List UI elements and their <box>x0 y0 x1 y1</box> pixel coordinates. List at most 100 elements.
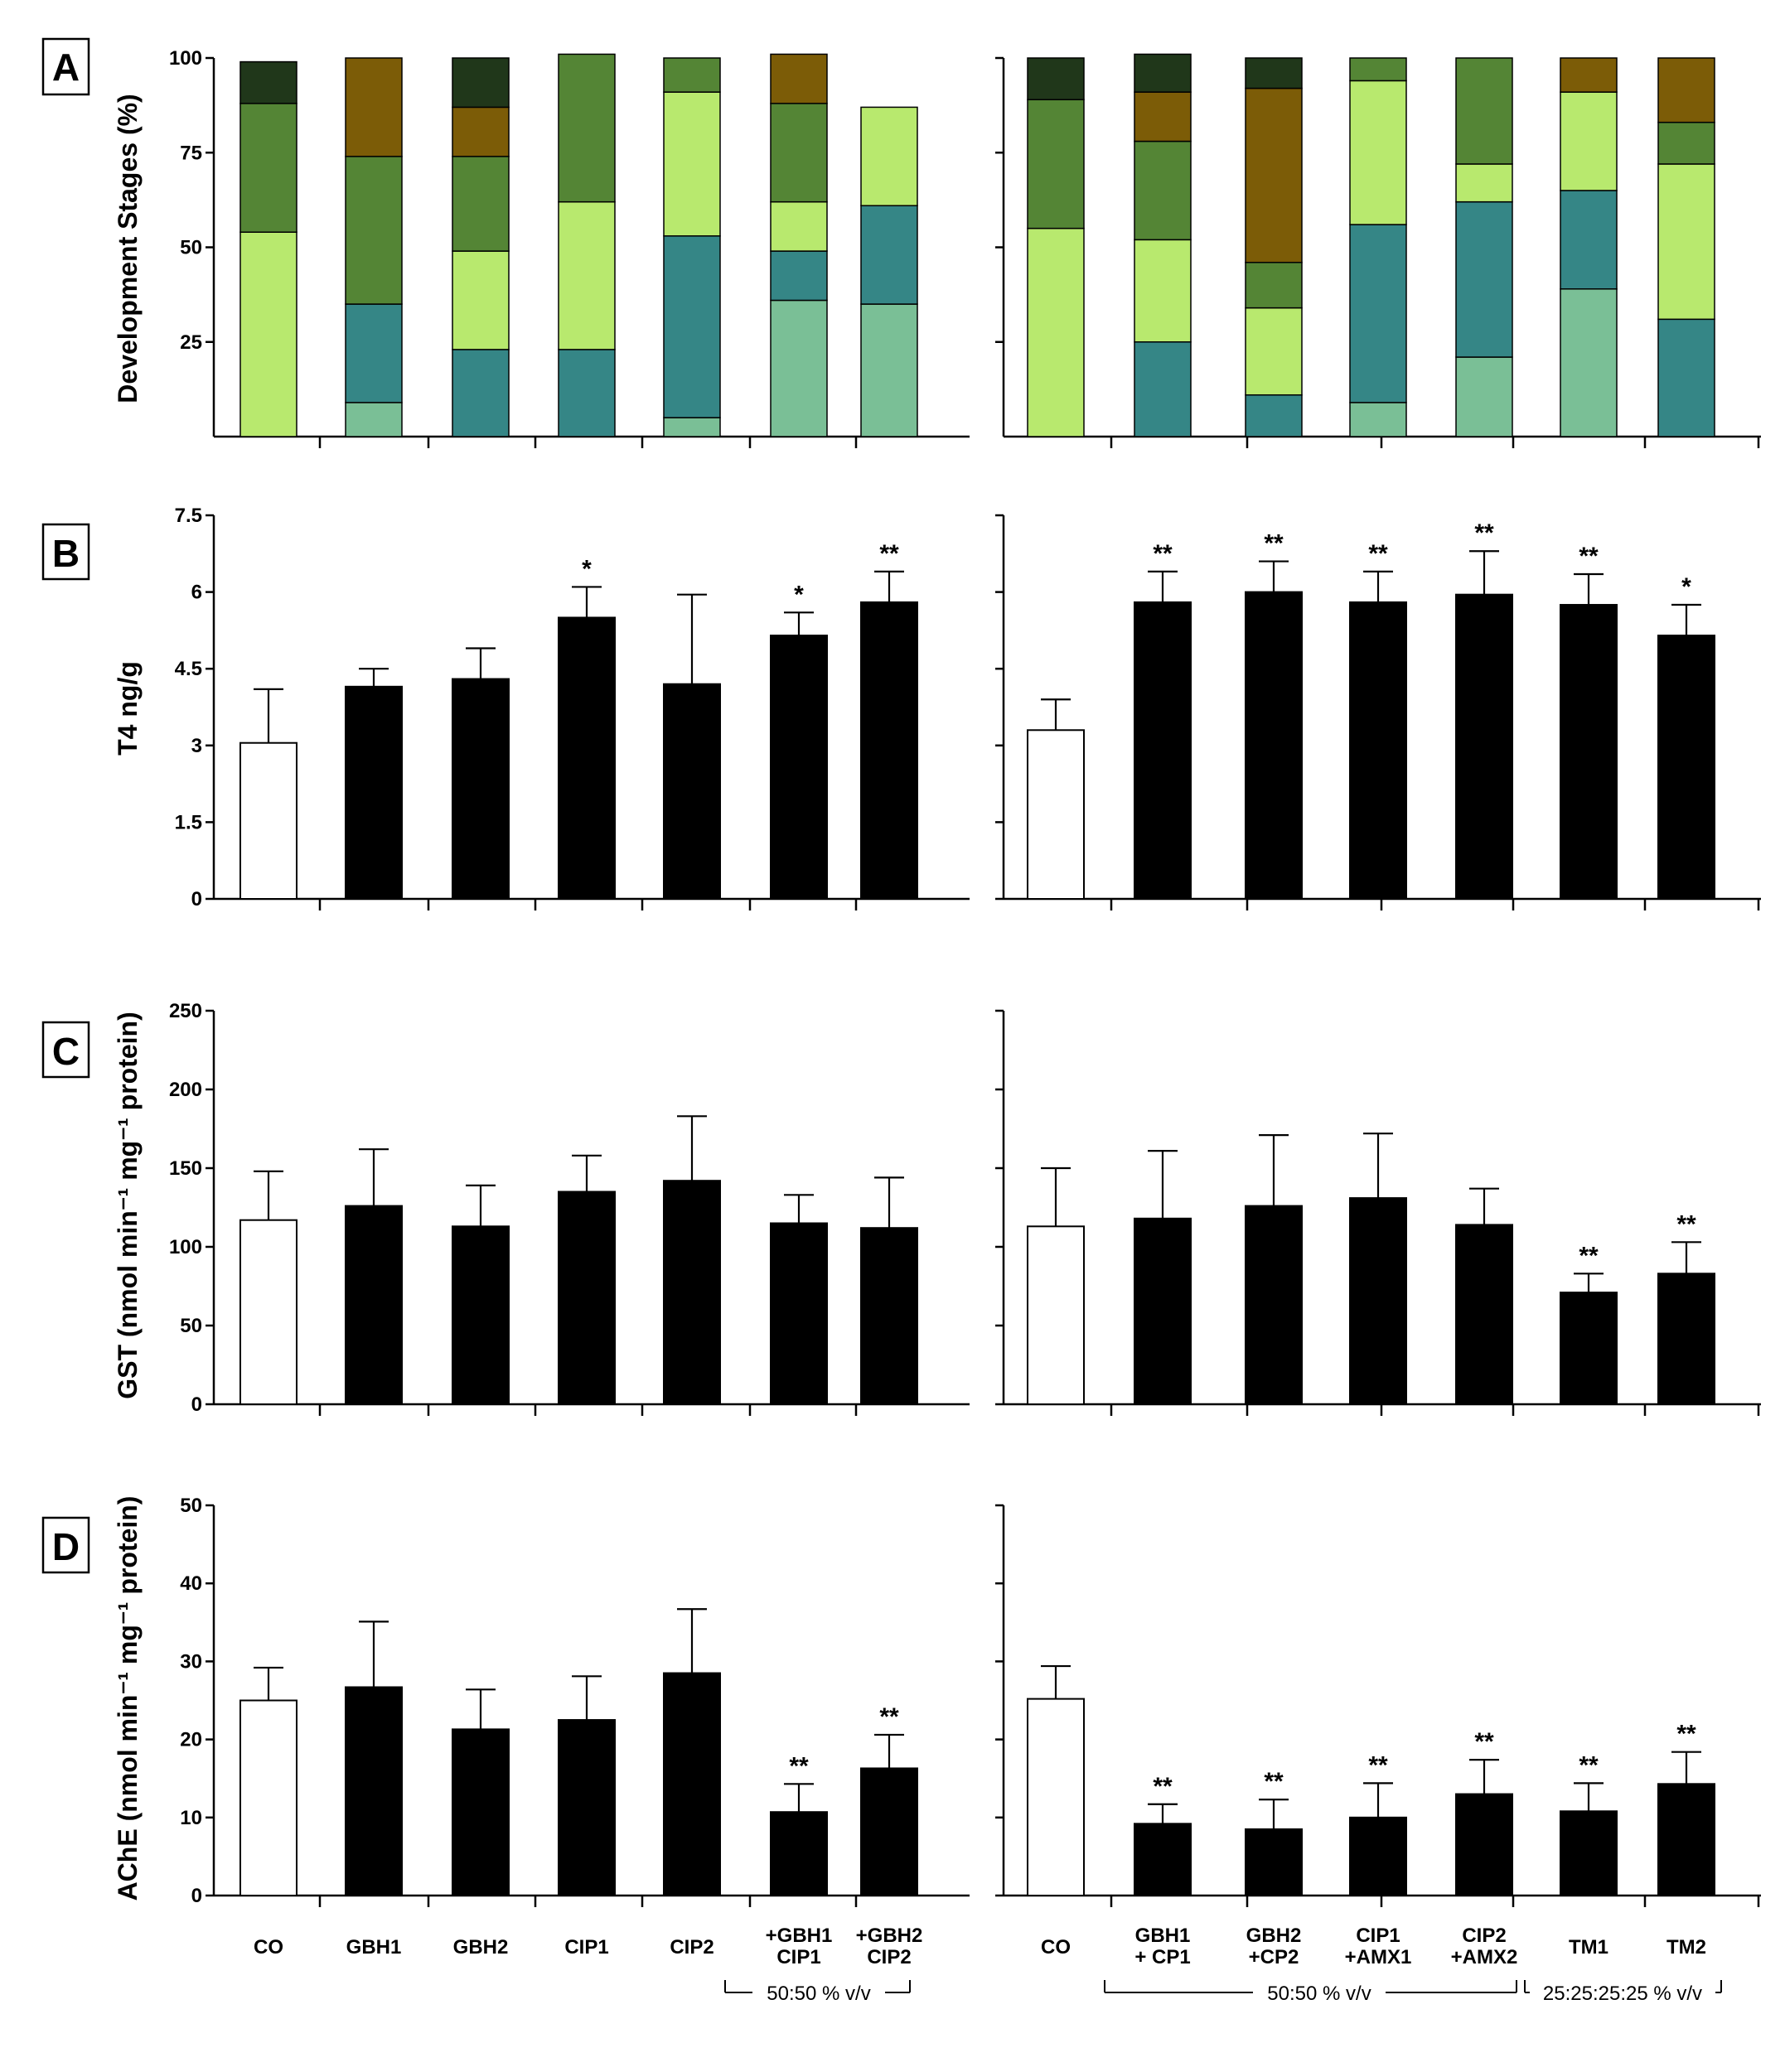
significance-marker: ** <box>1579 543 1599 570</box>
panel-a-label-group: A Development Stages (%) <box>41 37 143 403</box>
y-tick-label: 25 <box>180 331 202 354</box>
significance-marker: ** <box>1264 530 1284 558</box>
stacked-segment-stage-3 <box>1245 307 1303 396</box>
stacked-segment-stage-3 <box>1349 80 1407 225</box>
stacked-segment-stage-3 <box>663 91 721 237</box>
y-tick-label: 3 <box>191 735 202 757</box>
treatment-bar <box>663 683 721 900</box>
y-tick-label: 100 <box>169 47 202 70</box>
stacked-segment-stage-1 <box>1349 402 1407 437</box>
x-category-label: +AMX1 <box>1345 1946 1412 1968</box>
x-category-label: TM2 <box>1666 1936 1706 1958</box>
stacked-segment-stage-4 <box>239 103 298 233</box>
y-tick-label: 6 <box>191 582 202 604</box>
treatment-bar <box>1134 601 1192 900</box>
panel-b-label-group: B T4 ng/g <box>41 523 143 756</box>
significance-marker: ** <box>789 1752 809 1780</box>
x-category-label: + CP1 <box>1134 1946 1190 1968</box>
panel-d-left-axes: 0 10 20 30 40 50 ** ** <box>180 1495 970 1907</box>
y-tick-label: 0 <box>191 1393 202 1416</box>
stacked-segment-stage-1 <box>770 299 828 437</box>
significance-marker: * <box>582 555 592 582</box>
treatment-bar <box>1560 604 1618 900</box>
stacked-segment-stage-2 <box>1134 341 1192 437</box>
stacked-segment-stage-1 <box>345 402 403 437</box>
stacked-segment-stage-1 <box>860 303 918 437</box>
y-tick-label: 100 <box>169 1236 202 1258</box>
stacked-segment-stage-6 <box>1134 53 1192 93</box>
treatment-bar <box>452 1728 510 1896</box>
significance-marker: ** <box>1474 1728 1494 1756</box>
x-category-label: +AMX2 <box>1451 1946 1518 1968</box>
treatment-bar <box>1349 601 1407 900</box>
stacked-segment-stage-6 <box>1027 57 1085 101</box>
stacked-segment-stage-4 <box>1027 99 1085 229</box>
treatment-bar <box>860 1227 918 1405</box>
panel-a-letter-box <box>41 37 90 96</box>
panel-a-right-axes <box>995 53 1761 448</box>
stacked-segment-stage-4 <box>663 57 721 93</box>
treatment-bar <box>1455 1793 1513 1897</box>
stacked-segment-stage-1 <box>1560 288 1618 437</box>
panel-a-letter: A <box>52 46 80 89</box>
x-category-label: CIP1 <box>564 1936 608 1958</box>
panel-c-ylabel: GST (nmol min⁻¹ mg⁻¹ protein) <box>113 1012 143 1399</box>
x-category-label: GBH1 <box>1135 1925 1191 1947</box>
stacked-segment-stage-2 <box>770 250 828 302</box>
treatment-bar <box>663 1672 721 1897</box>
stacked-segment-stage-5 <box>1560 57 1618 93</box>
panel-c-right-axes: ** ** <box>995 1009 1761 1416</box>
panel-d-label-group: D AChE (nmol min⁻¹ mg⁻¹ protein) <box>41 1496 143 1901</box>
panel-a-left-axes: 25 50 75 100 <box>169 47 970 448</box>
treatment-bar <box>1134 1217 1192 1406</box>
y-tick-label: 50 <box>180 1315 202 1337</box>
significance-marker: ** <box>1676 1210 1696 1238</box>
significance-marker: ** <box>879 540 899 568</box>
stacked-segment-stage-4 <box>1134 140 1192 241</box>
x-category-label: GBH2 <box>1246 1925 1302 1947</box>
treatment-bar <box>1657 1273 1715 1406</box>
stacked-segment-stage-3 <box>239 231 298 437</box>
significance-marker: ** <box>1368 1751 1388 1779</box>
panel-c-label-group: C GST (nmol min⁻¹ mg⁻¹ protein) <box>41 1012 143 1399</box>
group-brackets: 50:50 % v/v 50:50 % v/v 25:25:25:25 % v/v <box>724 1980 1722 2005</box>
stacked-segment-stage-4 <box>558 53 616 203</box>
treatment-bar <box>558 1191 616 1405</box>
stacked-segment-stage-3 <box>1657 163 1715 321</box>
panel-d-right-axes: ** ** ** ** ** ** <box>995 1504 1761 1907</box>
panel-b-right-axes: ** ** ******* <box>995 514 1761 910</box>
significance-marker: * <box>794 581 804 608</box>
x-category-label: +GBH2 <box>856 1925 923 1947</box>
stacked-segment-stage-4 <box>1349 57 1407 82</box>
y-tick-label: 10 <box>180 1807 202 1829</box>
treatment-bar <box>860 1767 918 1897</box>
stacked-segment-stage-5 <box>345 57 403 157</box>
significance-marker: ** <box>1153 1773 1173 1800</box>
stacked-segment-stage-4 <box>1245 262 1303 309</box>
stacked-segment-stage-2 <box>1657 318 1715 437</box>
y-tick-label: 50 <box>180 237 202 259</box>
y-tick-label: 0 <box>191 1885 202 1907</box>
x-category-label: CIP2 <box>867 1946 911 1968</box>
treatment-bar <box>663 1180 721 1405</box>
control-bar <box>239 741 298 900</box>
panel-c-letter-box <box>41 1021 90 1079</box>
x-category-label: +GBH1 <box>766 1925 833 1947</box>
y-tick-label: 0 <box>191 888 202 910</box>
panel-c-letter: C <box>52 1030 80 1073</box>
x-category-label: CIP2 <box>1462 1925 1506 1947</box>
stacked-segment-stage-3 <box>1134 239 1192 343</box>
panel-b-ylabel: T4 ng/g <box>113 661 143 756</box>
y-tick-label: 7.5 <box>175 505 202 527</box>
stacked-segment-stage-2 <box>345 303 403 403</box>
panel-d-ylabel: AChE (nmol min⁻¹ mg⁻¹ protein) <box>113 1496 143 1901</box>
x-category-label: CIP1 <box>1356 1925 1400 1947</box>
stacked-segment-stage-4 <box>345 156 403 305</box>
bracket-label: 50:50 % v/v <box>767 1983 870 2005</box>
treatment-bar <box>770 635 828 900</box>
y-tick-label: 40 <box>180 1572 202 1595</box>
stacked-segment-stage-3 <box>860 106 918 206</box>
significance-marker: ** <box>1676 1721 1696 1748</box>
panel-b-letter: B <box>52 532 80 575</box>
